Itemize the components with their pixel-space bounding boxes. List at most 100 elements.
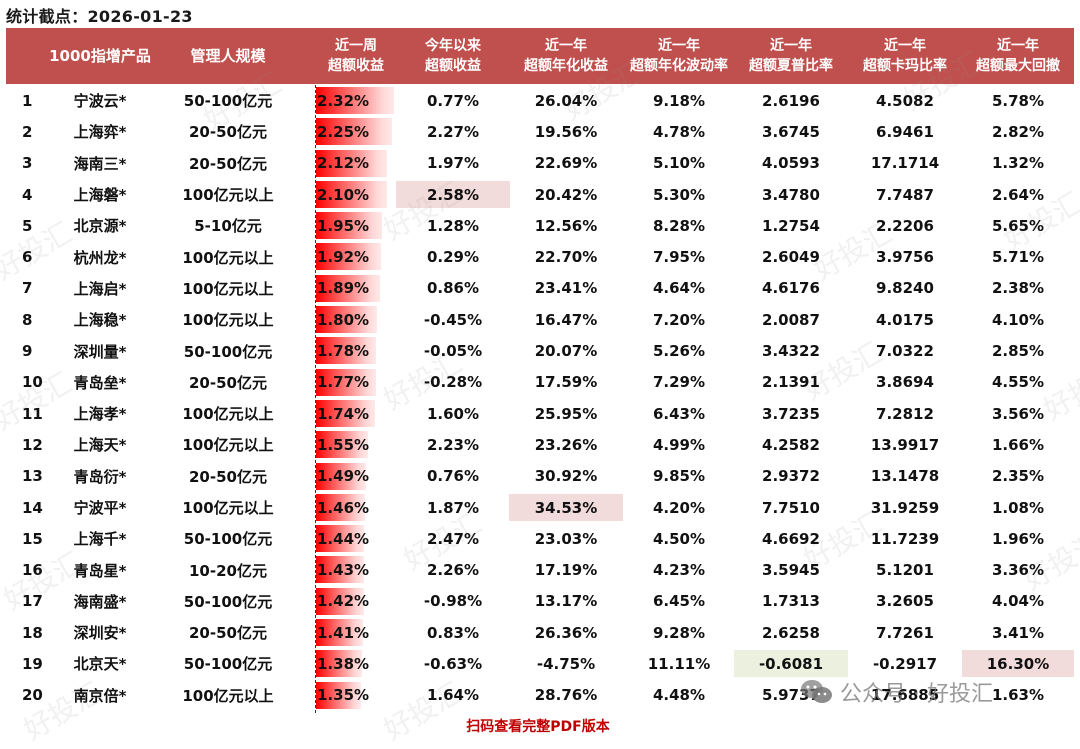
cell-value: 2.9372 bbox=[762, 467, 820, 486]
cell-value: 20-50亿元 bbox=[189, 624, 267, 643]
cell-value: 3.9756 bbox=[876, 248, 934, 267]
table-row[interactable]: 2 上海弈* 20-50亿元 2.25% 2.27% 19.56% 4.78% 3.6745 6… bbox=[0, 116, 1080, 147]
cell-value: 1.95% bbox=[317, 216, 370, 235]
column-header-product[interactable]: 1000指增产品 bbox=[40, 28, 160, 84]
column-header-ytd-excess[interactable]: 今年以来 超额收益 bbox=[396, 28, 510, 84]
table-row[interactable]: 15 上海千* 50-100亿元 1.44% 2.47% 23.03% 4.50% 4.669… bbox=[0, 523, 1080, 554]
data-bar bbox=[316, 525, 364, 553]
cell-value: 6 bbox=[22, 248, 33, 267]
table-row[interactable]: 11 上海孝* 100亿元以上 1.74% 1.60% 25.95% 6.43% 3.7235… bbox=[0, 398, 1080, 429]
footer-cta[interactable]: 扫码查看完整PDF版本 bbox=[0, 716, 1080, 736]
cell-scale: 100亿元以上 bbox=[160, 429, 296, 460]
column-header-label: 1000指增产品 bbox=[49, 47, 151, 65]
table-row[interactable]: 4 上海磐* 100亿元以上 2.10% 2.58% 20.42% 5.30% 3.4780 7… bbox=[0, 179, 1080, 210]
table-row[interactable]: 14 宁波平* 100亿元以上 1.46% 1.87% 34.53% 4.20% 7.7510… bbox=[0, 492, 1080, 523]
cell-scale: 50-100亿元 bbox=[160, 85, 296, 116]
cell-value: 5 bbox=[22, 216, 33, 235]
column-header-line1: 近一年 bbox=[884, 38, 926, 54]
data-bar bbox=[316, 368, 376, 396]
table-row[interactable]: 17 海南盛* 50-100亿元 1.42% -0.98% 13.17% 6.45% 1.73… bbox=[0, 586, 1080, 617]
cell-sharpe: 3.5945 bbox=[734, 554, 848, 585]
cell-annual-vol: 9.85% bbox=[623, 461, 735, 492]
cell-week-excess: 1.89% bbox=[316, 273, 396, 304]
table-row[interactable]: 19 北京天* 50-100亿元 1.38% -0.63% -4.75% 11.11% -0.… bbox=[0, 648, 1080, 679]
data-bar bbox=[316, 399, 375, 427]
cell-calmar: 13.1478 bbox=[848, 461, 962, 492]
cell-value: 7.7487 bbox=[876, 185, 934, 204]
table-row[interactable]: 20 南京倍* 100亿元以上 1.35% 1.64% 28.76% 4.48% 5.9737… bbox=[0, 680, 1080, 711]
cell-max-dd: 2.35% bbox=[962, 461, 1074, 492]
cell-value: 3.56% bbox=[991, 404, 1045, 423]
cell-sharpe: 3.7235 bbox=[734, 398, 848, 429]
column-header-sharpe[interactable]: 近一年 超额夏普比率 bbox=[734, 28, 848, 84]
cell-value: 11.11% bbox=[647, 654, 711, 673]
cell-sharpe: 3.6745 bbox=[734, 116, 848, 147]
cell-product: 上海磐* bbox=[40, 179, 160, 210]
cell-value: 100亿元以上 bbox=[182, 436, 274, 455]
table-row[interactable]: 12 上海天* 100亿元以上 1.55% 2.23% 23.26% 4.99% 4.2582… bbox=[0, 429, 1080, 460]
cell-rank: 15 bbox=[6, 523, 43, 554]
cell-annual-vol: 4.48% bbox=[623, 680, 735, 711]
cell-annual-excess: 20.07% bbox=[509, 335, 623, 366]
cell-product: 青岛星* bbox=[40, 554, 160, 585]
cell-value: 杭州龙* bbox=[73, 248, 127, 267]
cell-max-dd: 1.63% bbox=[962, 680, 1074, 711]
cell-product: 上海千* bbox=[40, 523, 160, 554]
cell-annual-excess: 34.53% bbox=[509, 492, 623, 523]
table-row[interactable]: 18 深圳安* 20-50亿元 1.41% 0.83% 26.36% 9.28% 2.6258… bbox=[0, 617, 1080, 648]
table-row[interactable]: 3 海南三* 20-50亿元 2.12% 1.97% 22.69% 5.10% 4.0593 1… bbox=[0, 148, 1080, 179]
cell-week-excess: 1.43% bbox=[316, 554, 396, 585]
cell-annual-excess: 17.19% bbox=[509, 554, 623, 585]
cell-annual-vol: 7.29% bbox=[623, 367, 735, 398]
column-header-annual-excess[interactable]: 近一年 超额年化收益 bbox=[509, 28, 623, 84]
cell-value: 2.6258 bbox=[762, 623, 820, 642]
cell-ytd-excess: 2.23% bbox=[396, 429, 510, 460]
cell-value: 2.1391 bbox=[762, 373, 820, 392]
cell-value: 17.19% bbox=[534, 561, 598, 580]
cell-value: -0.98% bbox=[423, 592, 483, 611]
table-row[interactable]: 8 上海稳* 100亿元以上 1.80% -0.45% 16.47% 7.20% 2.0087… bbox=[0, 304, 1080, 335]
table-row[interactable]: 7 上海启* 100亿元以上 1.89% 0.86% 23.41% 4.64% 4.6176 9… bbox=[0, 273, 1080, 304]
footer-cta-text[interactable]: 扫码查看完整PDF版本 bbox=[466, 719, 610, 735]
cell-ytd-excess: 0.86% bbox=[396, 273, 510, 304]
brand-label: 公众号 · 好投汇 bbox=[840, 682, 993, 707]
table-row[interactable]: 16 青岛星* 10-20亿元 1.43% 2.26% 17.19% 4.23% 3.5945… bbox=[0, 554, 1080, 585]
data-bar bbox=[316, 87, 394, 114]
cell-annual-excess: 22.70% bbox=[509, 241, 623, 272]
table-row[interactable]: 1 宁波云* 50-100亿元 2.32% 0.77% 26.04% 9.18% 2.6196… bbox=[0, 85, 1080, 116]
cell-calmar: 13.9917 bbox=[848, 429, 962, 460]
column-header-week-excess[interactable]: 近一周 超额收益 bbox=[316, 28, 396, 84]
cell-ytd-excess: 2.27% bbox=[396, 116, 510, 147]
cell-annual-vol: 5.10% bbox=[623, 148, 735, 179]
cell-calmar: 4.0175 bbox=[848, 304, 962, 335]
column-header-calmar[interactable]: 近一年 超额卡玛比率 bbox=[848, 28, 962, 84]
cell-value: 16 bbox=[22, 561, 43, 580]
cell-rank: 20 bbox=[6, 680, 43, 711]
column-header-max-dd[interactable]: 近一年 超额最大回撤 bbox=[962, 28, 1074, 84]
cell-ytd-excess: 2.47% bbox=[396, 523, 510, 554]
cell-max-dd: 2.85% bbox=[962, 335, 1074, 366]
cell-rank: 16 bbox=[6, 554, 43, 585]
cell-value: 3.6745 bbox=[762, 122, 820, 141]
cell-product: 上海启* bbox=[40, 273, 160, 304]
column-header-scale[interactable]: 管理人规模 bbox=[160, 28, 296, 84]
cell-calmar: 7.7261 bbox=[848, 617, 962, 648]
table-row[interactable]: 6 杭州龙* 100亿元以上 1.92% 0.29% 22.70% 7.95% 2.6049 3… bbox=[0, 241, 1080, 272]
cell-value: 18 bbox=[22, 623, 43, 642]
table-row[interactable]: 10 青岛垒* 20-50亿元 1.77% -0.28% 17.59% 7.29% 2.139… bbox=[0, 367, 1080, 398]
cell-value: 19 bbox=[22, 654, 43, 673]
column-header-annual-vol[interactable]: 近一年 超额年化波动率 bbox=[623, 28, 735, 84]
column-header-rank[interactable] bbox=[6, 28, 40, 84]
table-row[interactable]: 9 深圳量* 50-100亿元 1.78% -0.05% 20.07% 5.26% 3.432… bbox=[0, 335, 1080, 366]
cell-annual-excess: 26.04% bbox=[509, 85, 623, 116]
cell-value: 0.83% bbox=[426, 623, 480, 642]
cell-sharpe: 2.6258 bbox=[734, 617, 848, 648]
cell-annual-vol: 7.20% bbox=[623, 304, 735, 335]
cell-value: 5.1201 bbox=[876, 561, 934, 580]
cell-value: 1.08% bbox=[991, 498, 1045, 517]
table-row[interactable]: 5 北京源* 5-10亿元 1.95% 1.28% 12.56% 8.28% 1.2754 2.… bbox=[0, 210, 1080, 241]
cell-value: 1.35% bbox=[317, 686, 370, 705]
table-row[interactable]: 13 青岛衍* 20-50亿元 1.49% 0.76% 30.92% 9.85% 2.9372… bbox=[0, 461, 1080, 492]
cell-annual-vol: 7.95% bbox=[623, 241, 735, 272]
data-bar bbox=[316, 431, 368, 459]
